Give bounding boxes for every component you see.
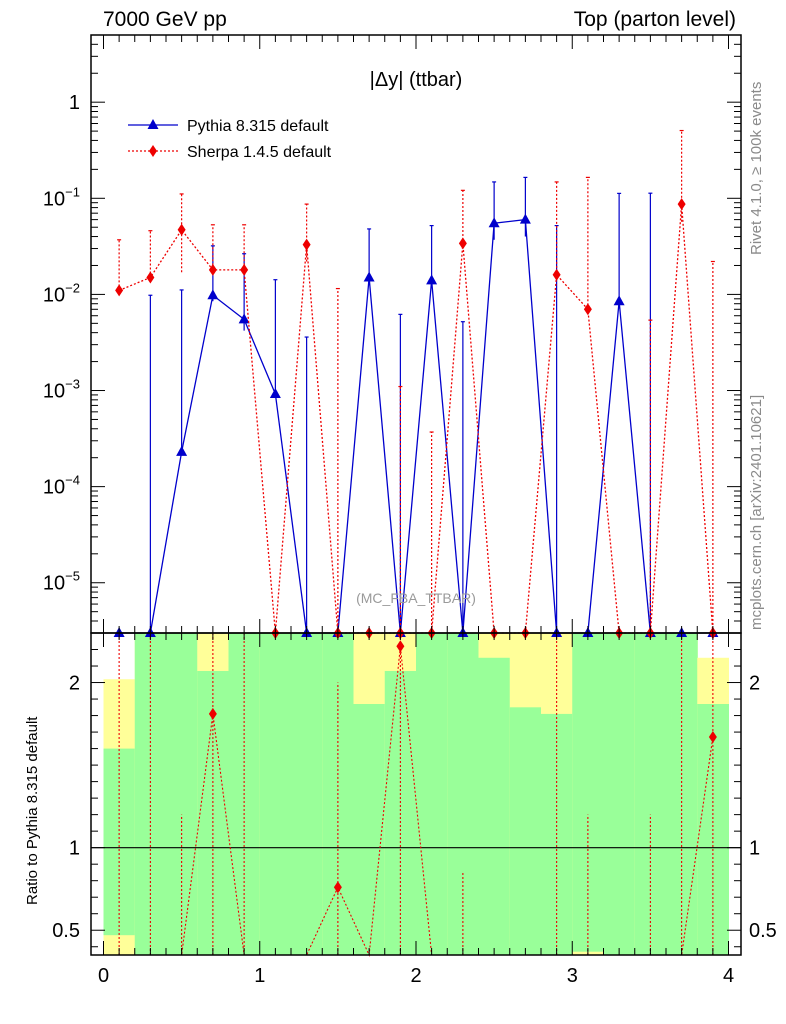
- data-point: [269, 387, 281, 398]
- ratio-band-green: [353, 704, 386, 955]
- data-point: [115, 284, 124, 297]
- x-tick-label: 1: [254, 965, 265, 987]
- legend-marker: [147, 119, 159, 129]
- ratio-band-green: [259, 633, 292, 955]
- main-panel: [113, 129, 719, 639]
- y-tick-label: 1: [69, 92, 80, 114]
- ratio-y-tick-label-right: 0.5: [749, 920, 777, 942]
- data-point: [207, 289, 219, 300]
- ratio-band-green: [572, 633, 604, 952]
- data-point: [583, 303, 592, 316]
- series-line: [118, 204, 714, 634]
- data-point: [240, 263, 249, 276]
- header-energy: 7000 GeV pp: [103, 8, 227, 31]
- series-line: [119, 218, 713, 634]
- ratio-band-green: [509, 707, 542, 955]
- y-tick-label: 10−1: [43, 184, 80, 210]
- ratio-y-tick-label: 2: [69, 673, 80, 695]
- data-point: [677, 198, 686, 211]
- legend-label: Sherpa 1.4.5 default: [187, 144, 332, 161]
- legend-marker: [149, 145, 157, 157]
- ratio-panel: [91, 633, 741, 958]
- legend-label: Pythia 8.315 default: [187, 118, 329, 135]
- analysis-watermark: (MC_FBA_TTBAR): [356, 590, 476, 606]
- ratio-sherpa-line: [119, 646, 714, 958]
- x-tick-label: 4: [723, 965, 734, 987]
- data-point: [488, 217, 500, 228]
- data-point: [208, 263, 217, 276]
- data-point: [176, 445, 188, 456]
- ratio-y-tick-label-right: 1: [749, 838, 760, 860]
- legend: Pythia 8.315 default Sherpa 1.4.5 default: [128, 118, 332, 161]
- data-point: [519, 213, 531, 224]
- data-point: [238, 313, 250, 324]
- y-tick-label: 10−5: [43, 569, 80, 595]
- x-tick-label: 3: [567, 965, 578, 987]
- data-point: [146, 271, 155, 284]
- data-point: [363, 271, 375, 282]
- y-tick-label: 10−4: [43, 473, 80, 499]
- ratio-data-point: [208, 707, 217, 720]
- data-point: [613, 295, 625, 306]
- ratio-band-green: [478, 657, 511, 955]
- header-process: Top (parton level): [573, 8, 736, 31]
- ratio-y-tick-label-right: 2: [749, 673, 760, 695]
- ratio-data-point: [708, 731, 717, 744]
- data-point: [426, 274, 438, 285]
- x-tick-label: 2: [410, 965, 421, 987]
- data-point: [302, 238, 311, 251]
- series-sherpa: [115, 129, 717, 639]
- ratio-band-green: [416, 633, 448, 955]
- ratio-band-green: [291, 633, 323, 955]
- ratio-data-point: [396, 640, 405, 653]
- data-point: [177, 223, 186, 236]
- series-pythia: [113, 176, 719, 637]
- ratio-y-tick-label: 1: [69, 838, 80, 860]
- y-tick-label: 10−2: [43, 280, 80, 306]
- axes: 10−5 10−4 10−3 10−2 10−1 1 0 1 2 3 4 0.5 0.5 1 1 2 2: [43, 34, 777, 987]
- ratio-band-green: [603, 633, 636, 955]
- data-point: [552, 268, 561, 281]
- data-point: [458, 237, 467, 250]
- ratio-y-tick-label: 0.5: [52, 920, 80, 942]
- x-tick-label: 0: [98, 965, 109, 987]
- y-tick-label: 10−3: [43, 377, 80, 403]
- chart-title: |Δy| (ttbar): [370, 69, 463, 91]
- ratio-uncertainty-bands: [103, 633, 729, 955]
- ratio-data-point: [333, 881, 342, 894]
